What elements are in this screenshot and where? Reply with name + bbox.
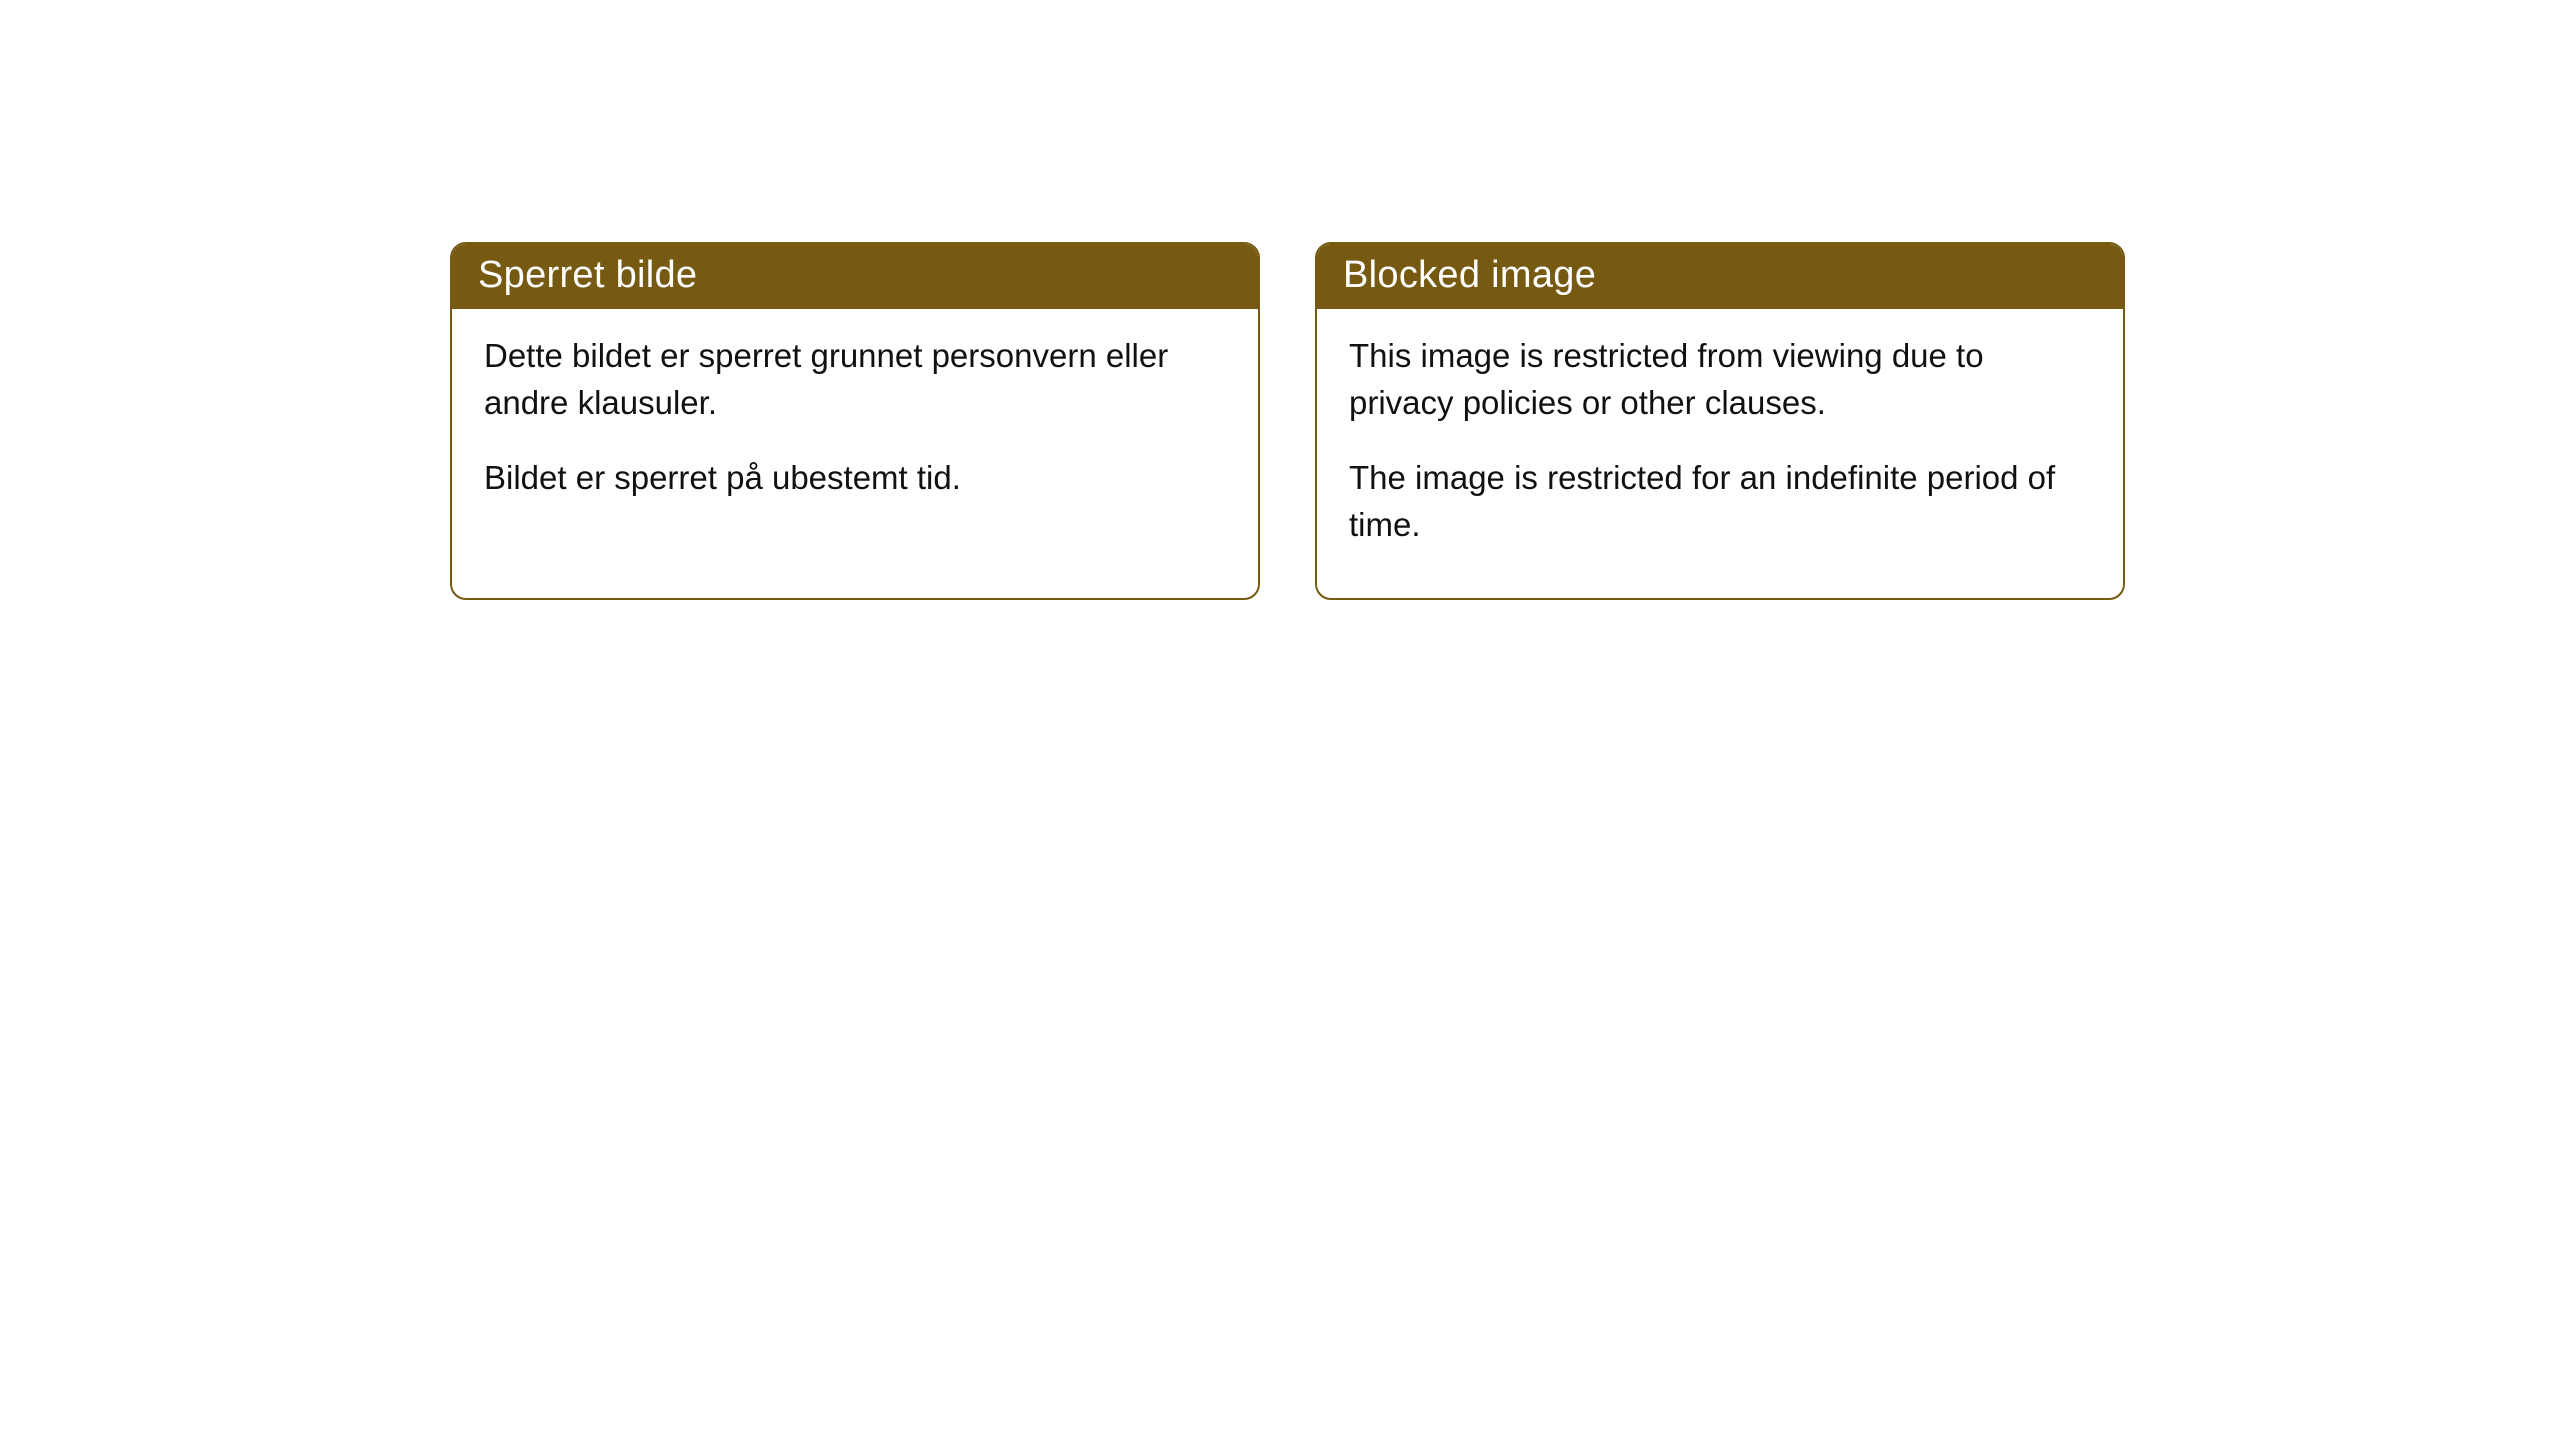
blocked-image-card-no: Sperret bilde Dette bildet er sperret gr… <box>450 242 1260 600</box>
card-body-no: Dette bildet er sperret grunnet personve… <box>452 309 1258 552</box>
card-paragraph-en-2: The image is restricted for an indefinit… <box>1349 455 2091 549</box>
card-title-en: Blocked image <box>1317 244 2123 309</box>
card-paragraph-no-2: Bildet er sperret på ubestemt tid. <box>484 455 1226 502</box>
notice-cards-container: Sperret bilde Dette bildet er sperret gr… <box>450 242 2125 600</box>
blocked-image-card-en: Blocked image This image is restricted f… <box>1315 242 2125 600</box>
card-body-en: This image is restricted from viewing du… <box>1317 309 2123 598</box>
card-title-no: Sperret bilde <box>452 244 1258 309</box>
card-paragraph-en-1: This image is restricted from viewing du… <box>1349 333 2091 427</box>
card-paragraph-no-1: Dette bildet er sperret grunnet personve… <box>484 333 1226 427</box>
